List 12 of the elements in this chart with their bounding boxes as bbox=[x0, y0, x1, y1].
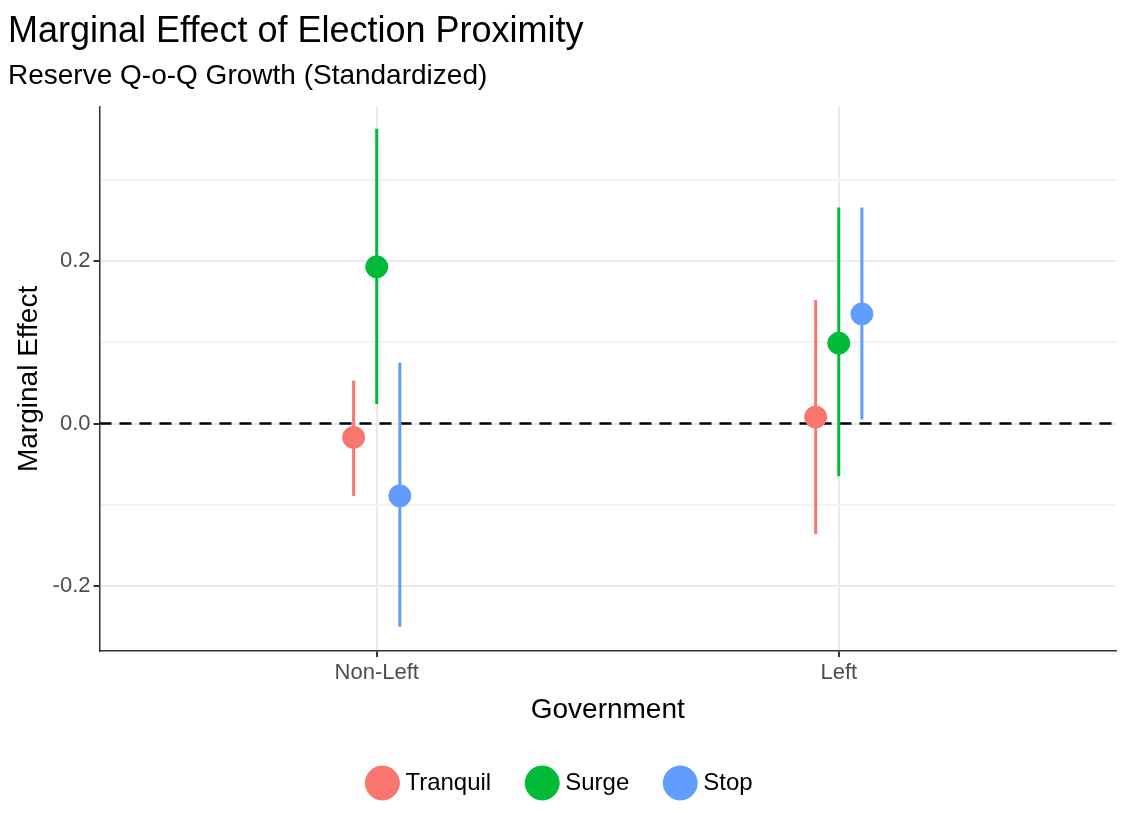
chart-subtitle: Reserve Q-o-Q Growth (Standardized) bbox=[8, 58, 488, 90]
y-axis-title: Marginal Effect bbox=[11, 285, 43, 473]
legend-label: Surge bbox=[565, 767, 630, 795]
legend-label: Tranquil bbox=[405, 767, 492, 795]
chart-title: Marginal Effect of Election Proximity bbox=[8, 8, 584, 50]
x-tick-label: Non-Left bbox=[334, 659, 419, 685]
x-axis-title: Government bbox=[530, 692, 685, 724]
x-tick-label: Left bbox=[820, 659, 858, 685]
y-tick-label: -0.2 bbox=[52, 572, 91, 598]
legend-label: Stop bbox=[703, 767, 753, 795]
y-tick-label: 0.2 bbox=[59, 247, 91, 273]
y-tick-label: 0.0 bbox=[59, 409, 91, 435]
